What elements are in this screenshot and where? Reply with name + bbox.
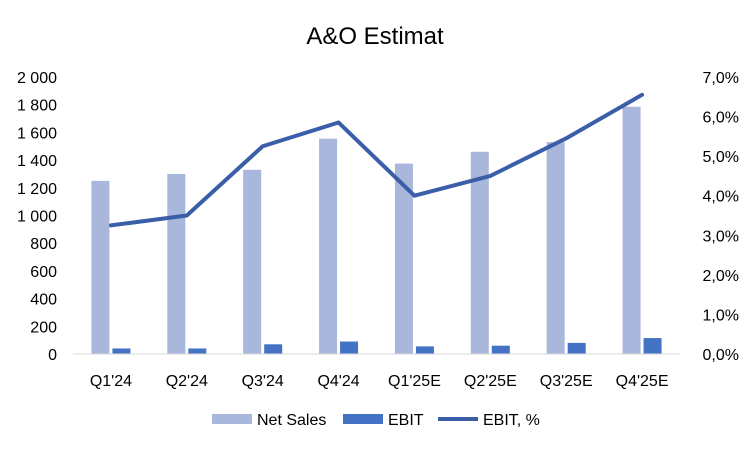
- bar-ebit-3: [340, 341, 359, 354]
- x-tick-label: Q1'25E: [388, 373, 441, 390]
- bar-ebit-0: [112, 348, 131, 354]
- x-tick-label: Q4'25E: [616, 373, 669, 390]
- bar-net-sales-1: [167, 173, 186, 354]
- y-left-tick-label: 400: [30, 292, 57, 309]
- bar-net-sales-7: [622, 106, 641, 354]
- y-left-tick-label: 1 200: [17, 181, 57, 198]
- x-tick-label: Q4'24: [317, 373, 359, 390]
- bar-net-sales-6: [546, 142, 565, 354]
- bar-ebit-4: [415, 346, 434, 354]
- x-axis: Q1'24 Q2'24 Q3'24 Q4'24 Q1'25E Q2'25E Q3'25E Q4…: [90, 373, 669, 390]
- y-right-tick-label: 1,0%: [703, 307, 739, 324]
- y-left-tick-label: 200: [30, 319, 57, 336]
- legend-label-net-sales: Net Sales: [257, 412, 326, 429]
- y-right-tick-label: 0,0%: [703, 347, 739, 364]
- y-left-tick-label: 1 400: [17, 153, 57, 170]
- line-layer: [108, 92, 645, 228]
- y-left-tick-label: 1 000: [17, 209, 57, 226]
- bar-net-sales-3: [319, 138, 338, 354]
- legend: Net Sales EBIT EBIT, %: [212, 412, 540, 429]
- y-right-tick-label: 2,0%: [703, 268, 739, 285]
- chart-title: A&O Estimat: [306, 23, 444, 50]
- legend-swatch-net-sales: [212, 414, 252, 424]
- y-left-tick-label: 800: [30, 236, 57, 253]
- y-left-tick-label: 2 000: [17, 70, 57, 87]
- y-left-tick-label: 600: [30, 264, 57, 281]
- y-left-tick-label: 1 600: [17, 125, 57, 142]
- y-right-axis: 0,0% 1,0% 2,0% 3,0% 4,0% 5,0% 6,0% 7,0%: [703, 70, 739, 364]
- y-right-tick-label: 4,0%: [703, 189, 739, 206]
- bars-layer: [91, 106, 662, 354]
- bar-net-sales-0: [91, 180, 110, 354]
- legend-swatch-ebit: [343, 414, 383, 424]
- bar-net-sales-5: [470, 151, 489, 354]
- x-tick-label: Q2'24: [166, 373, 208, 390]
- y-left-axis: 0 200 400 600 800 1 000 1 200 1 400 1 600 1 800 2 …: [17, 70, 57, 364]
- y-right-tick-label: 6,0%: [703, 110, 739, 127]
- bar-ebit-5: [491, 345, 510, 354]
- y-left-tick-label: 0: [48, 347, 57, 364]
- x-tick-label: Q3'24: [242, 373, 284, 390]
- bar-net-sales-2: [243, 169, 262, 354]
- y-right-tick-label: 3,0%: [703, 228, 739, 245]
- bar-ebit-1: [188, 348, 207, 354]
- x-tick-label: Q2'25E: [464, 373, 517, 390]
- x-tick-label: Q1'24: [90, 373, 132, 390]
- bar-net-sales-4: [394, 163, 413, 354]
- bar-ebit-6: [567, 342, 586, 354]
- legend-label-ebit-pct: EBIT, %: [483, 412, 540, 429]
- legend-label-ebit: EBIT: [388, 412, 424, 429]
- line-ebit: [108, 92, 645, 228]
- y-right-tick-label: 5,0%: [703, 149, 739, 166]
- x-tick-label: Q3'25E: [540, 373, 593, 390]
- bar-ebit-7: [643, 338, 662, 354]
- bar-ebit-2: [264, 344, 283, 354]
- y-left-tick-label: 1 800: [17, 98, 57, 115]
- y-right-tick-label: 7,0%: [703, 70, 739, 87]
